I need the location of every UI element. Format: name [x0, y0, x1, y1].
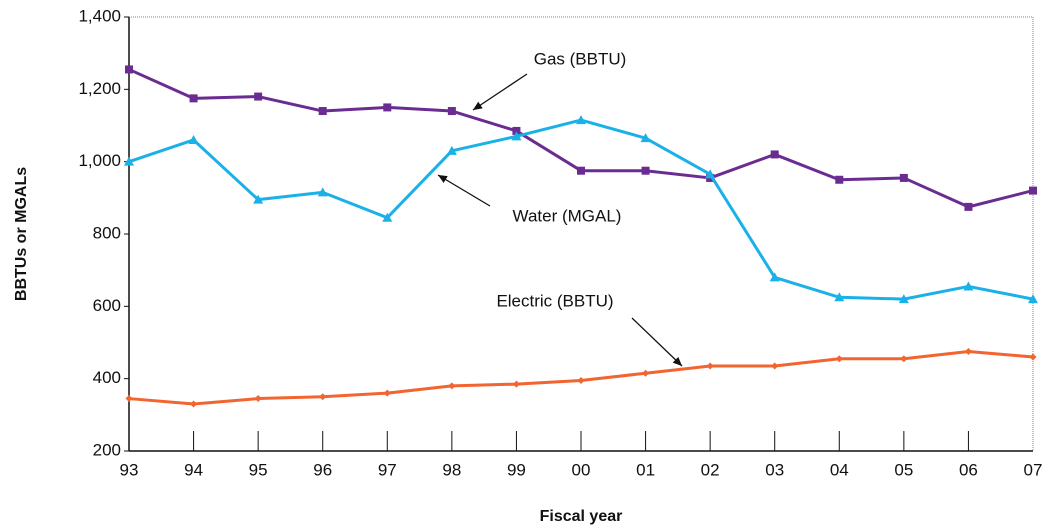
data-point	[898, 294, 909, 304]
data-point	[383, 389, 391, 397]
data-point	[383, 103, 392, 112]
x-tick-label: 06	[959, 460, 978, 479]
x-tick-label: 05	[894, 460, 913, 479]
x-axis-label: Fiscal year	[540, 508, 623, 525]
data-point	[771, 362, 779, 370]
data-point	[964, 202, 973, 211]
data-point	[705, 169, 716, 179]
series-label: Gas (BBTU)	[534, 49, 627, 68]
data-point	[512, 380, 520, 388]
x-tick-label: 93	[120, 460, 139, 479]
data-point	[963, 281, 974, 291]
x-tick-label: 03	[765, 460, 784, 479]
data-point	[770, 150, 779, 159]
y-tick-label: 600	[93, 296, 121, 315]
x-tick-label: 98	[442, 460, 461, 479]
y-tick-label: 200	[93, 440, 121, 459]
data-point	[446, 145, 457, 155]
data-point	[641, 166, 650, 175]
x-tick-label: 02	[701, 460, 720, 479]
data-point	[125, 65, 133, 74]
data-point	[1028, 294, 1038, 304]
x-tick-label: 07	[1024, 460, 1043, 479]
y-tick-label: 1,000	[78, 151, 121, 170]
data-point	[834, 292, 845, 302]
x-tick-label: 99	[507, 460, 526, 479]
data-point	[254, 92, 263, 101]
data-point	[706, 362, 714, 370]
data-point	[189, 94, 198, 103]
series-label: Electric (BBTU)	[496, 291, 613, 310]
data-point	[188, 134, 199, 144]
x-tick-label: 96	[313, 460, 332, 479]
x-tick-label: 00	[572, 460, 591, 479]
data-point	[576, 115, 586, 125]
data-point	[124, 156, 134, 166]
data-point	[577, 166, 585, 175]
data-point	[769, 272, 780, 282]
label-arrow	[437, 174, 491, 207]
data-point	[125, 395, 133, 403]
x-tick-label: 95	[249, 460, 268, 479]
data-point	[511, 131, 522, 141]
data-point	[964, 348, 972, 356]
data-point	[318, 107, 327, 116]
data-point	[190, 400, 198, 408]
label-arrow	[631, 317, 683, 367]
data-point	[1029, 353, 1037, 361]
x-tick-label: 94	[184, 460, 203, 479]
data-point	[317, 187, 328, 197]
y-tick-label: 1,200	[78, 79, 121, 98]
data-point	[642, 369, 650, 377]
data-point	[577, 376, 585, 384]
x-tick-label: 97	[378, 460, 397, 479]
label-arrow	[472, 73, 528, 111]
data-point	[382, 212, 393, 222]
data-point	[512, 126, 521, 135]
data-point	[1029, 186, 1037, 195]
y-axis-label: BBTUs or MGALs	[13, 167, 30, 301]
data-point	[254, 395, 262, 403]
x-tick-label: 01	[636, 460, 655, 479]
data-point	[640, 133, 651, 143]
data-point	[447, 107, 456, 116]
x-tick-label: 04	[830, 460, 849, 479]
y-tick-label: 1,400	[78, 6, 121, 25]
data-point	[253, 194, 264, 204]
data-point	[899, 173, 908, 182]
series-label: Water (MGAL)	[513, 206, 622, 225]
data-point	[319, 393, 327, 401]
series-line	[128, 68, 1034, 209]
data-point	[448, 382, 456, 390]
data-point	[835, 355, 843, 363]
y-tick-label: 400	[93, 368, 121, 387]
y-tick-label: 800	[93, 223, 121, 242]
data-point	[900, 355, 908, 363]
data-point	[835, 175, 844, 184]
